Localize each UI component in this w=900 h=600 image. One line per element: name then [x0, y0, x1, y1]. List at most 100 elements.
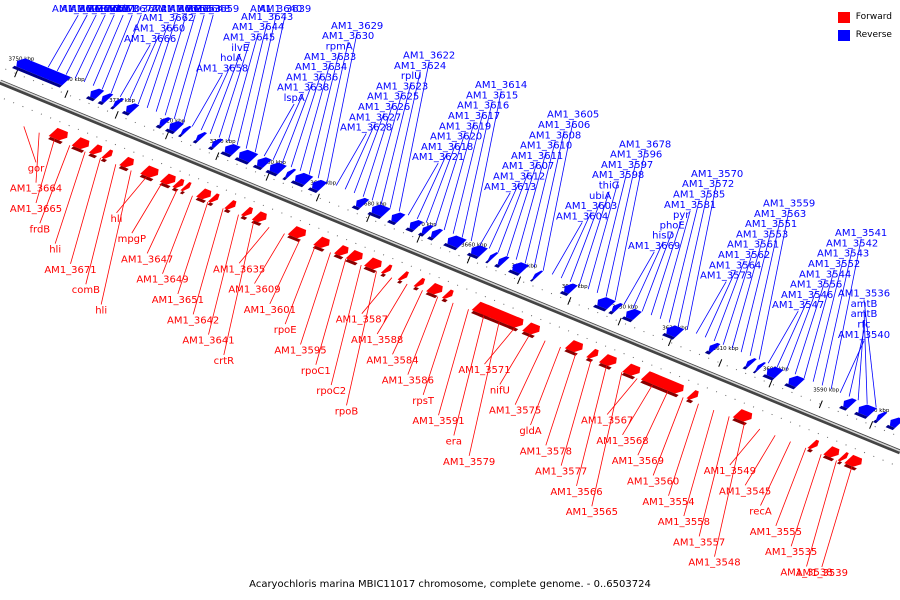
- reverse-leader: [749, 219, 781, 356]
- gene-arrow-shadow: [494, 263, 501, 268]
- forward-gene-label: gldA: [519, 426, 541, 437]
- gene-arrow: [238, 149, 259, 163]
- gene-arrow-shadow: [121, 110, 131, 116]
- forward-gene-label: AM1_3647: [121, 254, 173, 265]
- reverse-leader: [155, 14, 187, 112]
- gene-arrow: [159, 117, 172, 127]
- reverse-leader: [83, 14, 115, 83]
- forward-leader: [177, 201, 209, 295]
- reverse-gene-label: AM1_3573: [700, 271, 752, 282]
- gene-arrow-shadow: [592, 304, 607, 312]
- gene-arrow: [313, 236, 330, 248]
- forward-leader: [407, 296, 439, 375]
- gene-arrow: [224, 200, 237, 210]
- reverse-gene: [177, 125, 192, 138]
- forward-gene-label: AM1_3587: [336, 315, 388, 326]
- forward-gene: [179, 182, 192, 195]
- forward-leader: [85, 164, 117, 285]
- forward-gene: [441, 289, 454, 303]
- gene-arrow: [837, 452, 849, 462]
- forward-leader: [208, 214, 239, 335]
- reverse-leader: [560, 211, 592, 279]
- reverse-leader: [785, 290, 817, 371]
- reverse-gene: [494, 256, 510, 268]
- forward-gene: [118, 156, 134, 172]
- reverse-leader: [335, 133, 367, 186]
- reverse-gene-label: AM1_3611: [511, 151, 563, 162]
- gene-arrow: [844, 454, 863, 467]
- tick-label: 3730 kbp: [109, 98, 135, 104]
- reverse-leader: [623, 251, 655, 305]
- forward-leader: [560, 359, 592, 466]
- gene-arrow-shadow: [405, 227, 415, 233]
- gene-arrow-shadow: [234, 157, 250, 165]
- reverse-leader: [434, 132, 466, 227]
- gene-arrow: [642, 372, 684, 394]
- reverse-leader: [380, 82, 412, 205]
- reverse-leader: [686, 179, 718, 330]
- reverse-gene-label: AM1_3623: [376, 81, 428, 92]
- forward-gene-label: hli: [111, 214, 123, 225]
- reverse-leader: [281, 83, 313, 164]
- reverse-gene-label: AM1_3614: [475, 80, 527, 91]
- reverse-gene-label: AM1_3556: [790, 280, 842, 291]
- reverse-leader: [650, 220, 682, 316]
- gene-arrow: [409, 219, 424, 231]
- gene-arrow-shadow: [608, 310, 615, 315]
- axis-tick: [667, 338, 672, 347]
- forward-gene-label: AM1_3571: [458, 365, 510, 376]
- gene-arrow-shadow: [837, 461, 843, 465]
- reverse-leader: [515, 151, 547, 260]
- reverse-gene-label: rpmA: [326, 42, 353, 53]
- forward-gene: [471, 301, 522, 331]
- reverse-gene: [207, 138, 224, 151]
- gene-arrow-shadow: [171, 187, 179, 192]
- forward-leader: [223, 220, 255, 356]
- legend: Forward Reverse: [837, 8, 892, 44]
- reverse-leader: [308, 52, 340, 175]
- axis-tick: [315, 193, 320, 202]
- reverse-gene-label: AM1_3604: [556, 211, 608, 222]
- gene-arrow-shadow: [265, 169, 278, 177]
- gene-arrow-shadow: [118, 165, 129, 172]
- reverse-guide: [5, 68, 900, 438]
- forward-leader: [438, 309, 469, 416]
- reverse-gene: [405, 219, 424, 233]
- reverse-gene-label: AM1_3630: [322, 31, 374, 42]
- reverse-gene-label: phoE: [660, 220, 685, 231]
- reverse-leader: [848, 330, 865, 397]
- forward-leader: [545, 353, 577, 446]
- gene-arrow: [269, 162, 287, 175]
- reverse-leader: [227, 33, 259, 142]
- reverse-gene-label: AM1_3633: [304, 52, 356, 63]
- gene-arrow-shadow: [443, 243, 458, 251]
- chromosome-axis: [0, 79, 900, 455]
- reverse-gene: [559, 283, 578, 296]
- gene-arrow-shadow: [732, 418, 747, 426]
- forward-gene: [685, 390, 699, 404]
- reverse-gene-label: AM1_3612: [493, 172, 545, 183]
- reverse-gene-label: AM1_3645: [223, 33, 275, 44]
- gene-arrow: [180, 125, 192, 135]
- forward-leader: [254, 233, 285, 284]
- gene-arrow-shadow: [155, 124, 163, 129]
- reverse-gene-label: AM1_3605: [547, 110, 599, 121]
- reverse-gene-label: AM1_3547: [772, 300, 824, 311]
- gene-arrow: [522, 322, 541, 335]
- gene-arrow: [532, 270, 544, 280]
- forward-leader: [35, 138, 55, 204]
- tick-label: 3590 kbp: [813, 387, 839, 393]
- gene-arrow: [345, 249, 363, 262]
- forward-leader: [622, 384, 653, 436]
- reverse-leader: [677, 190, 709, 327]
- gene-arrow-shadow: [386, 219, 397, 226]
- forward-gene-label: AM1_3549: [704, 466, 756, 477]
- reverse-gene-label: AM1_3608: [529, 130, 581, 141]
- reverse-gene-label: AM1_3656: [160, 4, 212, 15]
- tick-label: 3740 kbp: [59, 77, 85, 83]
- forward-gene-label: AM1_3555: [750, 527, 802, 538]
- reverse-gene-label: AM1_3620: [430, 132, 482, 143]
- forward-gene-label: AM1_3651: [152, 295, 204, 306]
- forward-gene-label: AM1_3557: [673, 537, 725, 548]
- forward-leader: [346, 271, 377, 406]
